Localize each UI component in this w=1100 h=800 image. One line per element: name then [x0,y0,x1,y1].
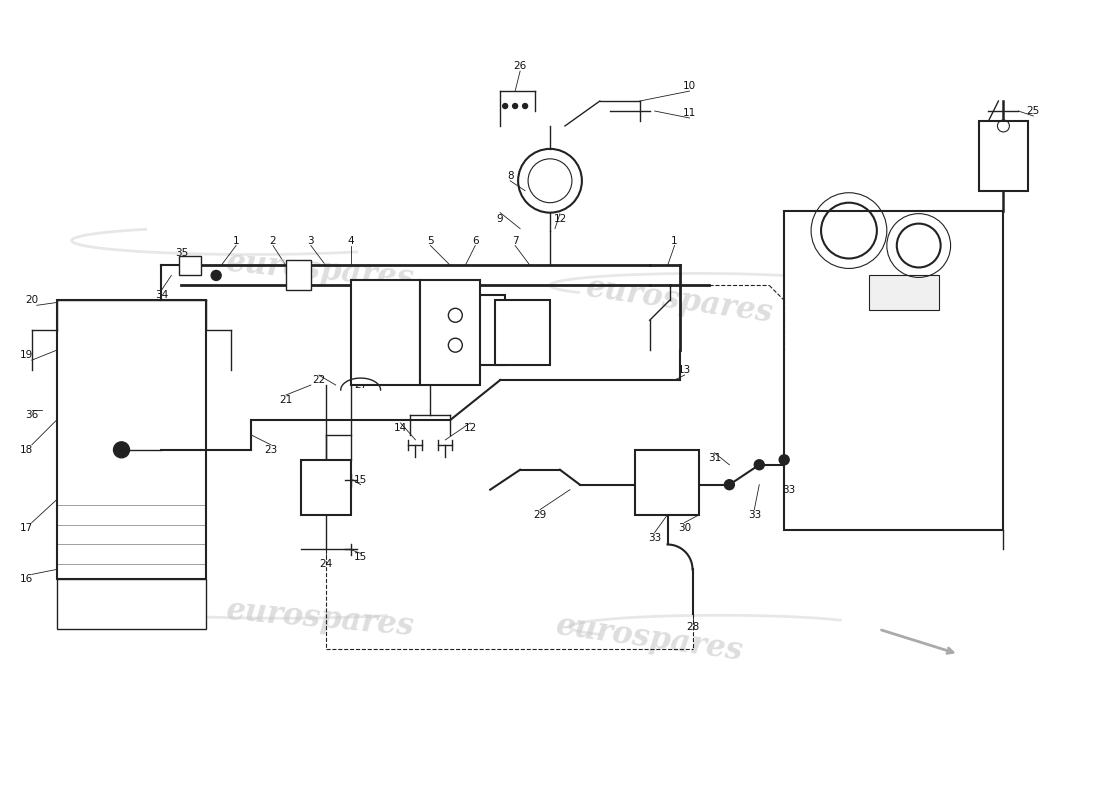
Text: 23: 23 [264,445,277,455]
Circle shape [755,460,764,470]
Text: 7: 7 [512,235,518,246]
Text: 13: 13 [678,365,691,375]
Text: 16: 16 [20,574,33,584]
Text: 27: 27 [354,380,367,390]
Bar [420,281,481,385]
Text: 12: 12 [464,423,477,433]
Bar [351,281,420,385]
Bar [495,300,550,365]
Text: 20: 20 [25,295,39,306]
Text: 12: 12 [553,214,566,224]
Text: 22: 22 [312,375,326,385]
Text: 28: 28 [686,622,700,632]
Bar [784,210,1003,530]
Text: 31: 31 [707,453,722,462]
Bar [446,295,505,365]
Bar [179,255,201,275]
Circle shape [113,442,130,458]
Bar [635,450,700,514]
Text: 29: 29 [534,510,547,520]
Text: 25: 25 [1026,106,1039,116]
Text: 35: 35 [175,247,188,258]
Circle shape [211,270,221,281]
Text: 33: 33 [782,485,795,494]
Text: eurospares: eurospares [226,595,416,643]
Bar [869,275,938,310]
Text: 1: 1 [233,235,240,246]
Text: 17: 17 [20,522,33,533]
Circle shape [725,480,735,490]
Text: 33: 33 [748,510,761,520]
Text: 33: 33 [648,533,661,542]
Text: 32: 32 [638,453,651,462]
Text: 19: 19 [20,350,33,360]
Text: 21: 21 [279,395,293,405]
Circle shape [522,103,528,109]
Text: eurospares: eurospares [554,610,746,668]
Text: 9: 9 [497,214,504,224]
Text: 2: 2 [270,235,276,246]
Text: 26: 26 [514,61,527,71]
Text: 3: 3 [308,235,315,246]
Text: 30: 30 [678,522,691,533]
Text: 15: 15 [354,474,367,485]
Circle shape [779,455,789,465]
Bar [286,261,311,290]
Text: 1: 1 [671,235,678,246]
Bar [979,121,1028,190]
Circle shape [503,103,507,109]
Text: 15: 15 [354,553,367,562]
Text: 36: 36 [25,410,39,420]
Text: 18: 18 [20,445,33,455]
Text: 34: 34 [155,290,168,300]
Text: eurospares: eurospares [226,246,416,294]
Bar [301,460,351,514]
Bar [57,300,206,579]
Text: 10: 10 [683,81,696,91]
Text: 14: 14 [394,423,407,433]
Circle shape [513,103,518,109]
Text: 5: 5 [427,235,433,246]
Bar [57,579,206,630]
Text: 8: 8 [507,170,514,181]
Text: eurospares: eurospares [584,272,776,329]
Text: 11: 11 [683,108,696,118]
Text: 4: 4 [348,235,354,246]
Text: 24: 24 [319,559,332,570]
Text: 6: 6 [472,235,478,246]
